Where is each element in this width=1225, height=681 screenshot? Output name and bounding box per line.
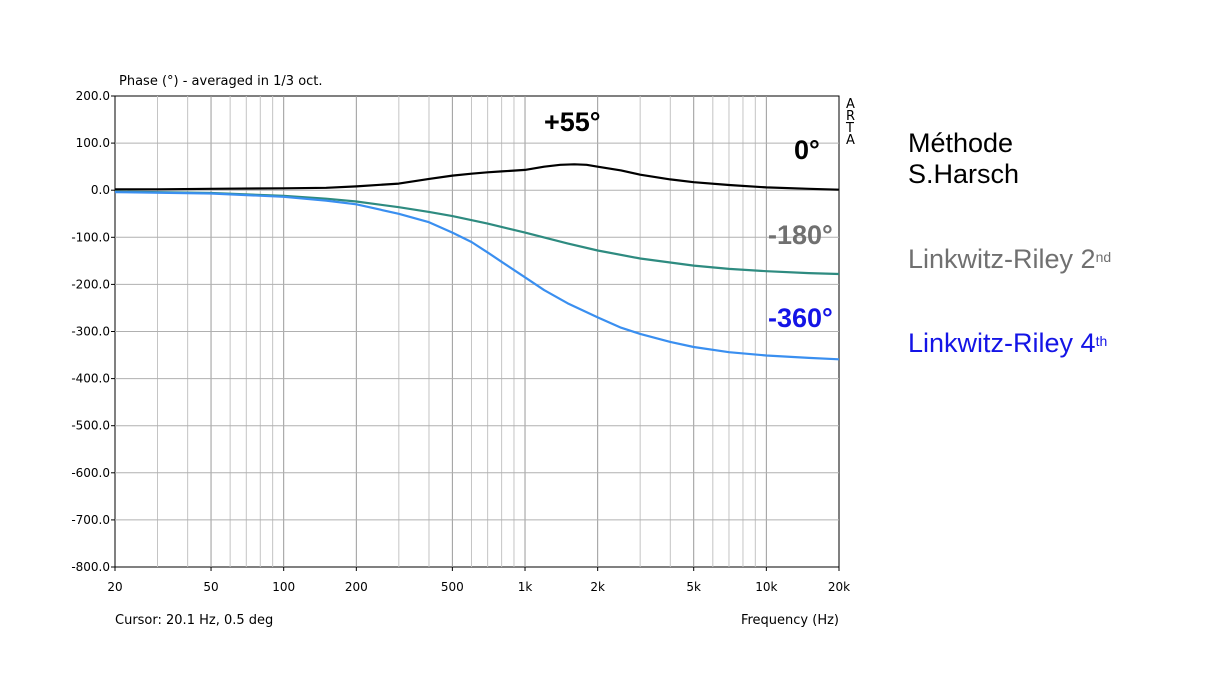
- legend-lr2-text: Linkwitz-Riley 2: [908, 244, 1096, 274]
- x-tick-label: 200: [345, 580, 368, 594]
- y-tick-label: 0.0: [91, 183, 110, 197]
- y-tick-label: -300.0: [71, 325, 110, 339]
- x-tick-label: 500: [441, 580, 464, 594]
- legend-lr2-sup: nd: [1095, 249, 1112, 265]
- x-tick-label: 100: [272, 580, 295, 594]
- series-line-2: [114, 191, 840, 361]
- annotation-plus55: +55°: [544, 107, 601, 137]
- y-tick-labels: 200.0 100.0 0.0 -100.0 -200.0 -300.0 -400.0 -50…: [71, 89, 115, 574]
- x-tick-label: 20k: [828, 580, 850, 594]
- y-tick-label: -500.0: [71, 419, 110, 433]
- legend-lr4: Linkwitz-Riley 4th: [908, 328, 1107, 359]
- x-tick-labels: 20 50 100 200 500 1k 2k 5k 10k 20k: [107, 567, 850, 594]
- x-tick-label: 10k: [755, 580, 777, 594]
- x-tick-label: 5k: [686, 580, 701, 594]
- chart-title: Phase (°) - averaged in 1/3 oct.: [119, 74, 323, 89]
- legend-harsch: Méthode S.Harsch: [908, 128, 1019, 190]
- x-tick-label: 2k: [590, 580, 605, 594]
- y-tick-label: -200.0: [71, 277, 110, 291]
- y-tick-label: -400.0: [71, 372, 110, 386]
- x-tick-label: 20: [107, 580, 122, 594]
- x-tick-label: 1k: [518, 580, 533, 594]
- legend-lr4-text: Linkwitz-Riley 4: [908, 328, 1096, 358]
- legend-lr2: Linkwitz-Riley 2nd: [908, 244, 1111, 275]
- series-line-0: [115, 163, 840, 191]
- x-tick-label: 50: [203, 580, 218, 594]
- y-tick-label: -100.0: [71, 230, 110, 244]
- x-axis-label: Frequency (Hz): [741, 613, 839, 628]
- legend-lr4-sup: th: [1095, 333, 1108, 349]
- annotation-0: 0°: [794, 135, 820, 165]
- horizontal-grid: [115, 142, 839, 521]
- legend-harsch-line1: Méthode: [908, 128, 1014, 158]
- y-tick-label: 200.0: [76, 89, 110, 103]
- legend-harsch-line2: S.Harsch: [908, 159, 1020, 189]
- y-tick-label: -800.0: [71, 560, 110, 574]
- cursor-readout: Cursor: 20.1 Hz, 0.5 deg: [115, 613, 273, 628]
- y-tick-label: 100.0: [76, 136, 110, 150]
- annotation-minus180: -180°: [768, 220, 833, 250]
- series-line-1: [114, 190, 840, 276]
- y-tick-label: -600.0: [71, 466, 110, 480]
- series-lines: [114, 163, 840, 361]
- annotation-minus360: -360°: [768, 303, 833, 333]
- y-tick-label: -700.0: [71, 513, 110, 527]
